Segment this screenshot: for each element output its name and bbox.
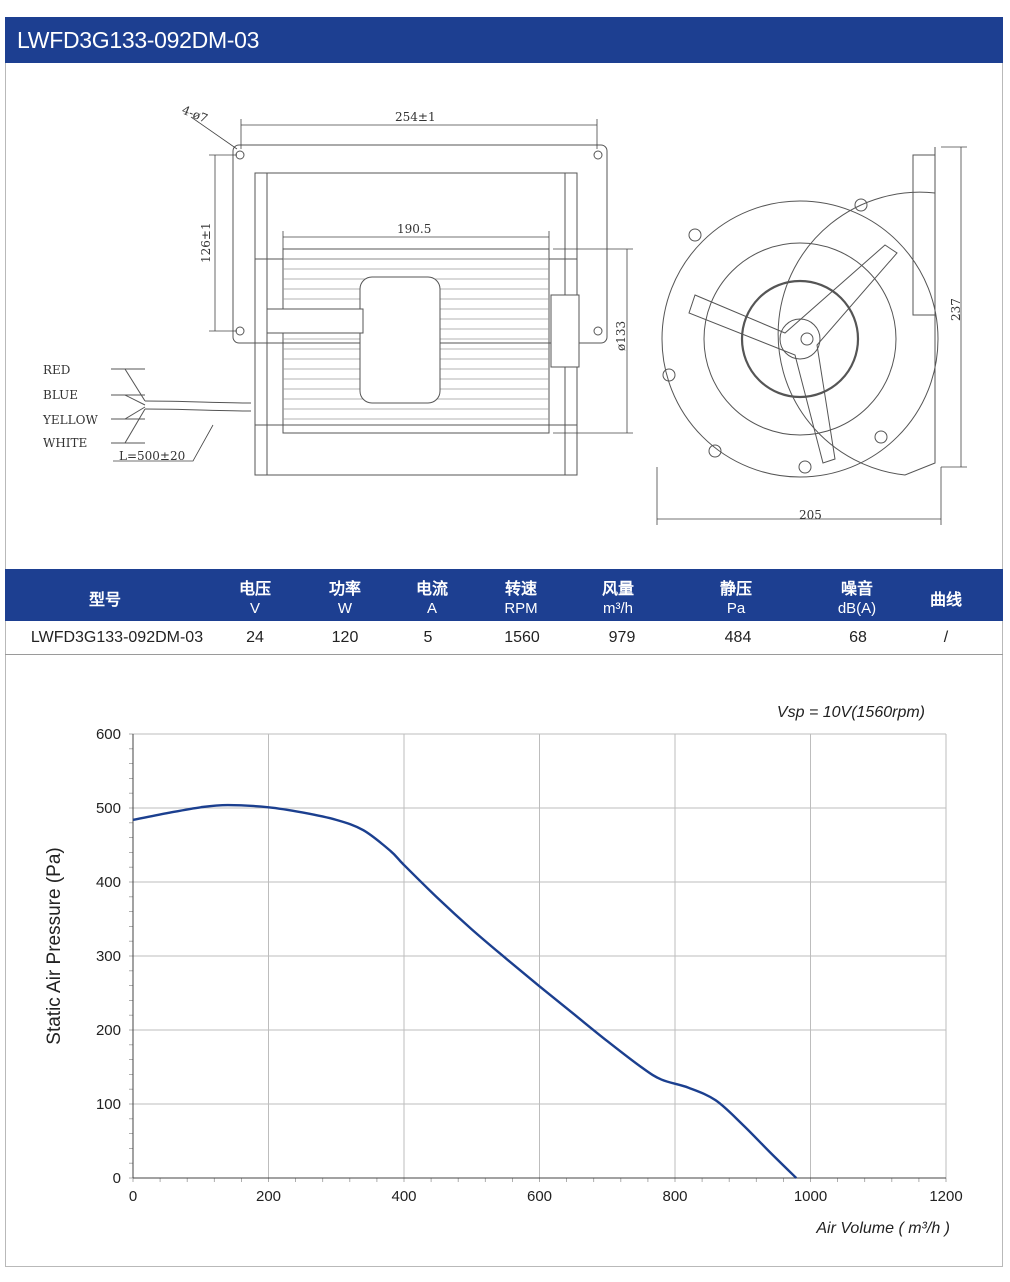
pq-chart: 0 200 400 600 800 1000 1200 0 100 200 300 400 500 600…: [5, 690, 1003, 1250]
y-tick-label: 200: [96, 1022, 121, 1039]
x-tick-label: 600: [527, 1188, 552, 1205]
cell-model: LWFD3G133-092DM-03: [30, 629, 204, 646]
dim-height: 126±1: [199, 222, 213, 263]
wire-label-blue: BLUE: [43, 388, 78, 402]
col-speed: 转速 RPM: [504, 579, 538, 617]
mount-hole: [235, 150, 245, 160]
cell-pressure: 484: [724, 629, 752, 646]
x-tick-label: 200: [256, 1188, 281, 1205]
dim-side-height: 237: [949, 298, 963, 321]
y-tick-label: 300: [96, 948, 121, 965]
x-tick-label: 400: [391, 1188, 416, 1205]
x-axis-label: Air Volume ( m³/h ): [815, 1220, 950, 1237]
cell-airflow: 979: [608, 629, 636, 646]
cell-noise: 68: [849, 629, 867, 646]
dim-inner: 190.5: [397, 222, 431, 236]
mount-hole: [593, 150, 603, 160]
impeller-outer: [661, 200, 939, 478]
pq-curve-0: [132, 803, 798, 1179]
scroll-housing: [777, 147, 936, 476]
mount-hole: [235, 326, 245, 336]
y-axis-label: Static Air Pressure (Pa): [44, 847, 65, 1044]
pq-chart-svg: 0 200 400 600 800 1000 1200 0 100 200 300 400 500 600…: [44, 704, 963, 1237]
cell-power: 120: [331, 629, 359, 646]
y-tick-label: 400: [96, 874, 121, 891]
col-power: 功率 W: [328, 579, 361, 617]
mount-hole: [593, 326, 603, 336]
y-tick-label: 0: [113, 1170, 121, 1187]
col-pressure: 静压 Pa: [719, 579, 752, 617]
spec-sheet-frame: [5, 17, 1003, 1267]
wire-label-red: RED: [43, 363, 70, 377]
spec-table-header: 型号 电压 V 功率 W 电流 A 转速 RPM 风量 m³/h 静压 Pa 噪音 dB(A)…: [5, 569, 1003, 621]
page-title: LWFD3G133-092DM-03: [17, 27, 260, 53]
motor-hub: [740, 279, 860, 399]
col-noise: 噪音 dB(A): [837, 579, 877, 617]
spec-table-row: LWFD3G133-092DM-03 24 120 5 1560 979 484…: [5, 621, 1003, 655]
motor-body: [282, 248, 550, 434]
y-tick-label: 100: [96, 1096, 121, 1113]
dim-side-width: 205: [799, 508, 822, 522]
cell-curve: /: [943, 629, 949, 646]
y-tick-label: 600: [96, 726, 121, 743]
technical-drawing: 4-ø7 254±1 190.5 126±1 ø133 237 205 L=50…: [42, 103, 967, 525]
col-curve: 曲线: [929, 590, 962, 609]
cell-speed: 1560: [504, 629, 540, 646]
shaft-cap: [779, 318, 821, 360]
dim-dia: ø133: [614, 321, 628, 351]
title-bar: LWFD3G133-092DM-03: [5, 17, 1003, 63]
motor-bracket: [550, 294, 580, 368]
terminal-box: [359, 276, 441, 404]
cell-current: 5: [423, 629, 433, 646]
support-spider: [688, 244, 898, 464]
dim-holes: 4-ø7: [180, 103, 210, 126]
chart-annotation: Vsp = 10V(1560rpm): [777, 704, 925, 721]
col-airflow: 风量 m³/h: [601, 579, 634, 617]
dim-width: 254±1: [395, 110, 436, 124]
col-model: 型号: [88, 590, 121, 609]
wire-label-white: WHITE: [43, 436, 87, 450]
x-tick-label: 1200: [929, 1188, 962, 1205]
col-voltage: 电压 V: [238, 579, 271, 617]
x-tick-label: 800: [662, 1188, 687, 1205]
cell-voltage: 24: [246, 629, 264, 646]
wire-label-yellow: YELLOW: [42, 413, 98, 427]
col-current: 电流 A: [415, 579, 448, 617]
dim-lead-length: L=500±20: [119, 449, 185, 463]
x-tick-label: 0: [129, 1188, 137, 1205]
y-tick-label: 500: [96, 800, 121, 817]
x-tick-label: 1000: [794, 1188, 827, 1205]
impeller-ring: [703, 242, 897, 436]
